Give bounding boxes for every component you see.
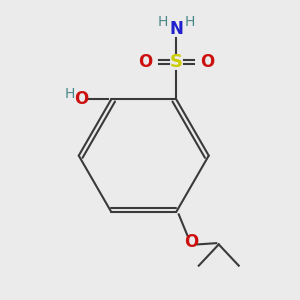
Text: O: O: [74, 90, 88, 108]
Text: O: O: [138, 53, 152, 71]
Text: O: O: [184, 233, 198, 251]
Text: N: N: [169, 20, 183, 38]
Text: H: H: [185, 15, 195, 29]
Text: O: O: [200, 53, 214, 71]
Text: H: H: [65, 87, 75, 101]
Text: S: S: [170, 53, 183, 71]
Text: H: H: [157, 15, 168, 29]
